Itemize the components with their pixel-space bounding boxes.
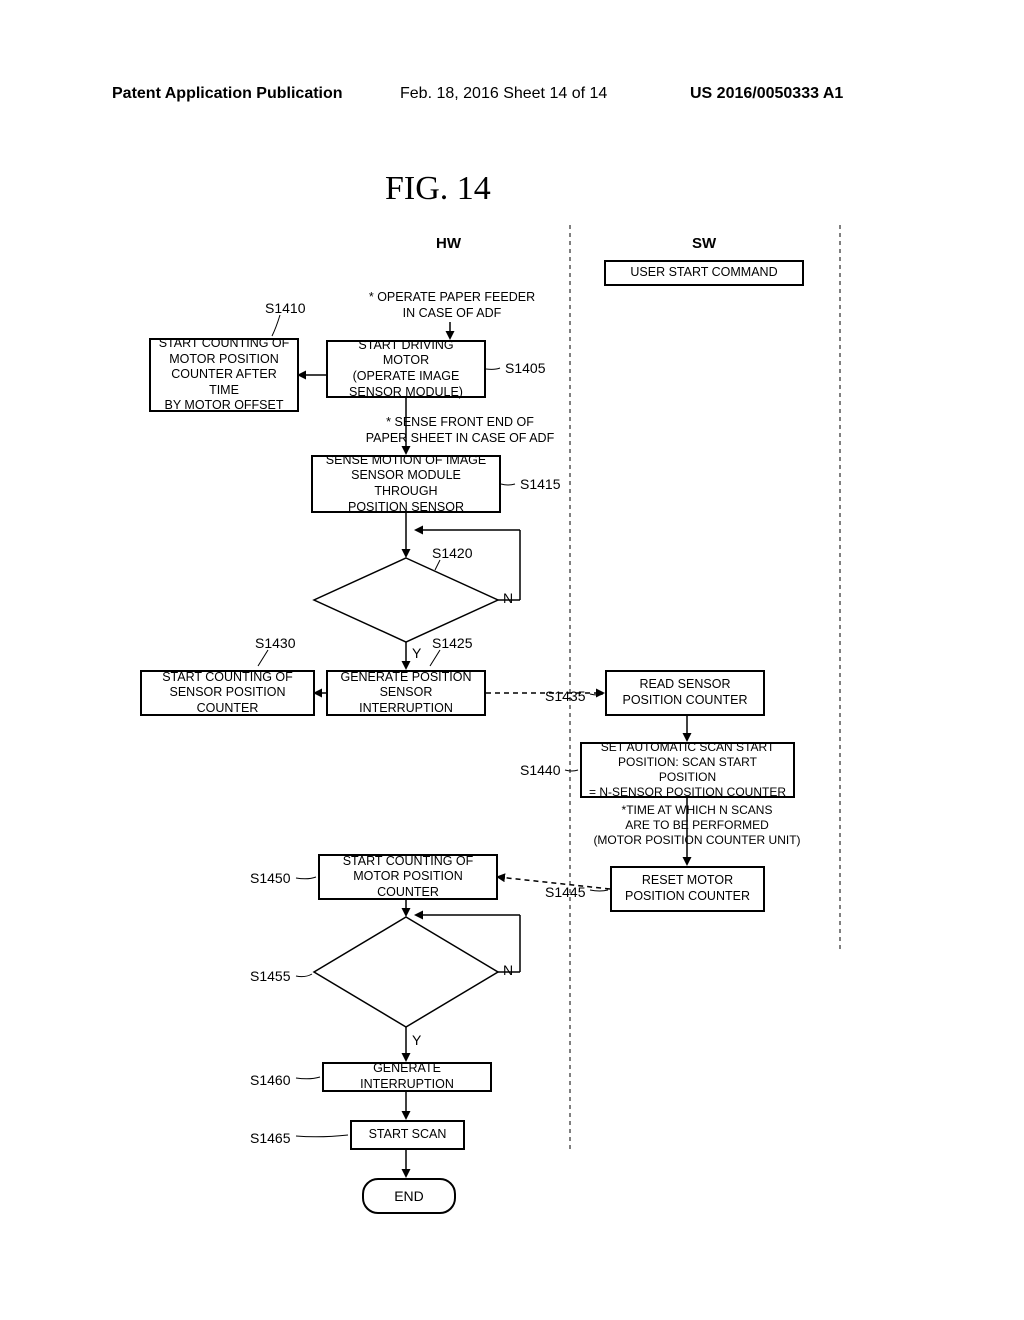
- yn-n-1420: N: [503, 590, 513, 606]
- label-s1440: S1440: [520, 762, 560, 778]
- box-s1415: SENSE MOTION OF IMAGE SENSOR MODULE THRO…: [311, 455, 501, 513]
- sw-column-header: SW: [692, 235, 716, 252]
- box-s1445: RESET MOTOR POSITION COUNTER: [610, 866, 765, 912]
- label-s1450: S1450: [250, 870, 290, 886]
- yn-n-1455: N: [503, 962, 513, 978]
- box-s1465: START SCAN: [350, 1120, 465, 1150]
- flow-svg: [0, 0, 1024, 1320]
- label-s1405: S1405: [505, 360, 545, 376]
- box-s1425: GENERATE POSITION SENSOR INTERRUPTION: [326, 670, 486, 716]
- label-s1445: S1445: [545, 884, 585, 900]
- diamond-s1455-text: MOTOR POSITION COUNTER = (N-SENSOR POSIT…: [332, 945, 482, 1003]
- page: Patent Application Publication Feb. 18, …: [0, 0, 1024, 1320]
- label-s1425: S1425: [432, 635, 472, 651]
- label-s1420: S1420: [432, 545, 472, 561]
- note-adf1: * OPERATE PAPER FEEDER IN CASE OF ADF: [352, 290, 552, 321]
- note-nscans: *TIME AT WHICH N SCANS ARE TO BE PERFORM…: [592, 803, 802, 848]
- box-s1440: SET AUTOMATIC SCAN START POSITION: SCAN …: [580, 742, 795, 798]
- box-s1410: START COUNTING OF MOTOR POSITION COUNTER…: [149, 338, 299, 412]
- box-s1460: GENERATE INTERRUPTION: [322, 1062, 492, 1092]
- header-left: Patent Application Publication: [112, 85, 343, 103]
- yn-y-1420: Y: [412, 645, 421, 661]
- label-s1415: S1415: [520, 476, 560, 492]
- label-s1465: S1465: [250, 1130, 290, 1146]
- header-right: US 2016/0050333 A1: [690, 85, 843, 103]
- box-s1430: START COUNTING OF SENSOR POSITION COUNTE…: [140, 670, 315, 716]
- label-s1435: S1435: [545, 688, 585, 704]
- label-s1430: S1430: [255, 635, 295, 651]
- diamond-s1420-text: DOES SENSOR CHATTER EXCEED TIME?: [334, 583, 479, 628]
- box-s1405: START DRIVING MOTOR (OPERATE IMAGE SENSO…: [326, 340, 486, 398]
- end-terminator: END: [362, 1178, 456, 1214]
- box-s1435: READ SENSOR POSITION COUNTER: [605, 670, 765, 716]
- figure-title: FIG. 14: [385, 170, 491, 208]
- hw-column-header: HW: [436, 235, 461, 252]
- box-s1450: START COUNTING OF MOTOR POSITION COUNTER: [318, 854, 498, 900]
- label-s1455: S1455: [250, 968, 290, 984]
- note-adf2: * SENSE FRONT END OF PAPER SHEET IN CASE…: [360, 415, 560, 446]
- yn-y-1455: Y: [412, 1032, 421, 1048]
- label-s1460: S1460: [250, 1072, 290, 1088]
- label-s1410: S1410: [265, 300, 305, 316]
- header-center: Feb. 18, 2016 Sheet 14 of 14: [400, 85, 607, 103]
- sw-user-start-command-box: USER START COMMAND: [604, 260, 804, 286]
